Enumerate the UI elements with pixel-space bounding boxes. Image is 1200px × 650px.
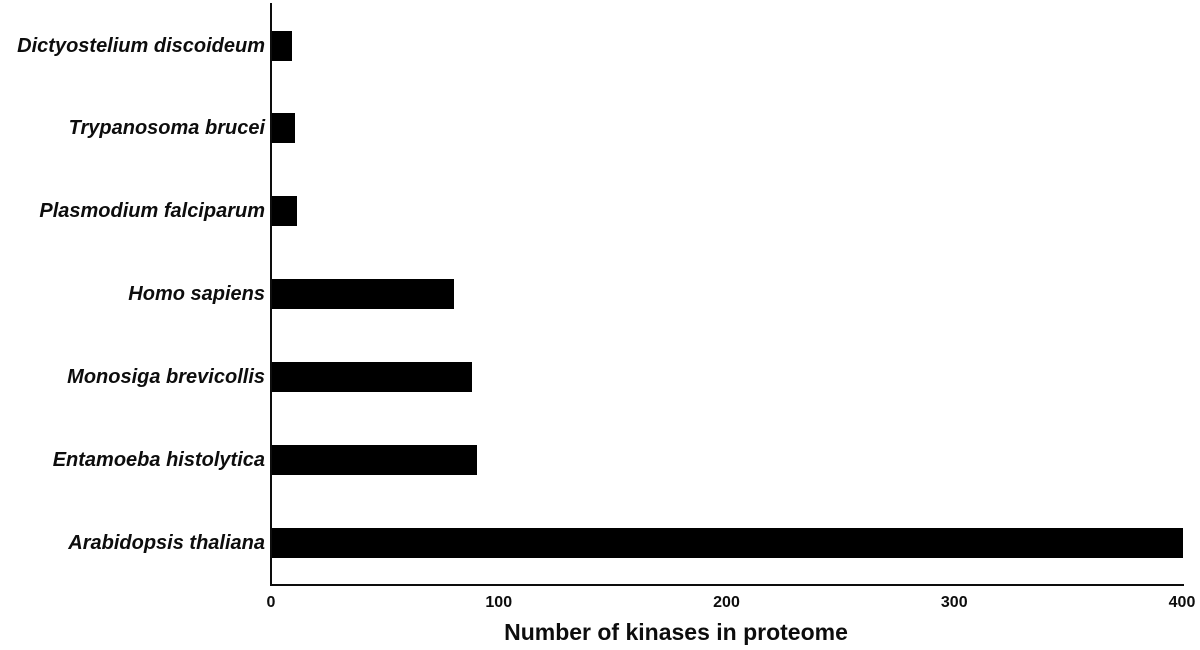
category-label-homo-sapiens: Homo sapiens <box>128 283 265 306</box>
x-axis-line <box>270 584 1184 586</box>
y-axis-line <box>270 3 272 586</box>
bar-entamoeba-histolytica <box>272 445 477 476</box>
x-tick-label-400: 400 <box>1168 594 1196 611</box>
category-label-monosiga-brevicollis: Monosiga brevicollis <box>67 366 265 389</box>
category-label-trypanosoma-brucei: Trypanosoma brucei <box>68 117 265 140</box>
bar-plasmodium-falciparum <box>272 196 298 227</box>
bar-homo-sapiens <box>272 279 455 310</box>
x-tick-label-100: 100 <box>485 594 513 611</box>
category-label-arabidopsis-thaliana: Arabidopsis thaliana <box>68 532 265 555</box>
x-tick-label-0: 0 <box>266 594 276 611</box>
x-tick-label-300: 300 <box>940 594 968 611</box>
category-label-entamoeba-histolytica: Entamoeba histolytica <box>52 449 265 472</box>
category-label-plasmodium-falciparum: Plasmodium falciparum <box>39 200 265 223</box>
x-axis-title: Number of kinases in proteome <box>504 619 848 645</box>
bar-trypanosoma-brucei <box>272 113 295 144</box>
bar-arabidopsis-thaliana <box>272 528 1183 559</box>
category-label-dictyostelium-discoideum: Dictyostelium discoideum <box>17 34 265 57</box>
bar-dictyostelium-discoideum <box>272 30 293 61</box>
bar-monosiga-brevicollis <box>272 362 473 393</box>
x-tick-label-200: 200 <box>713 594 740 611</box>
